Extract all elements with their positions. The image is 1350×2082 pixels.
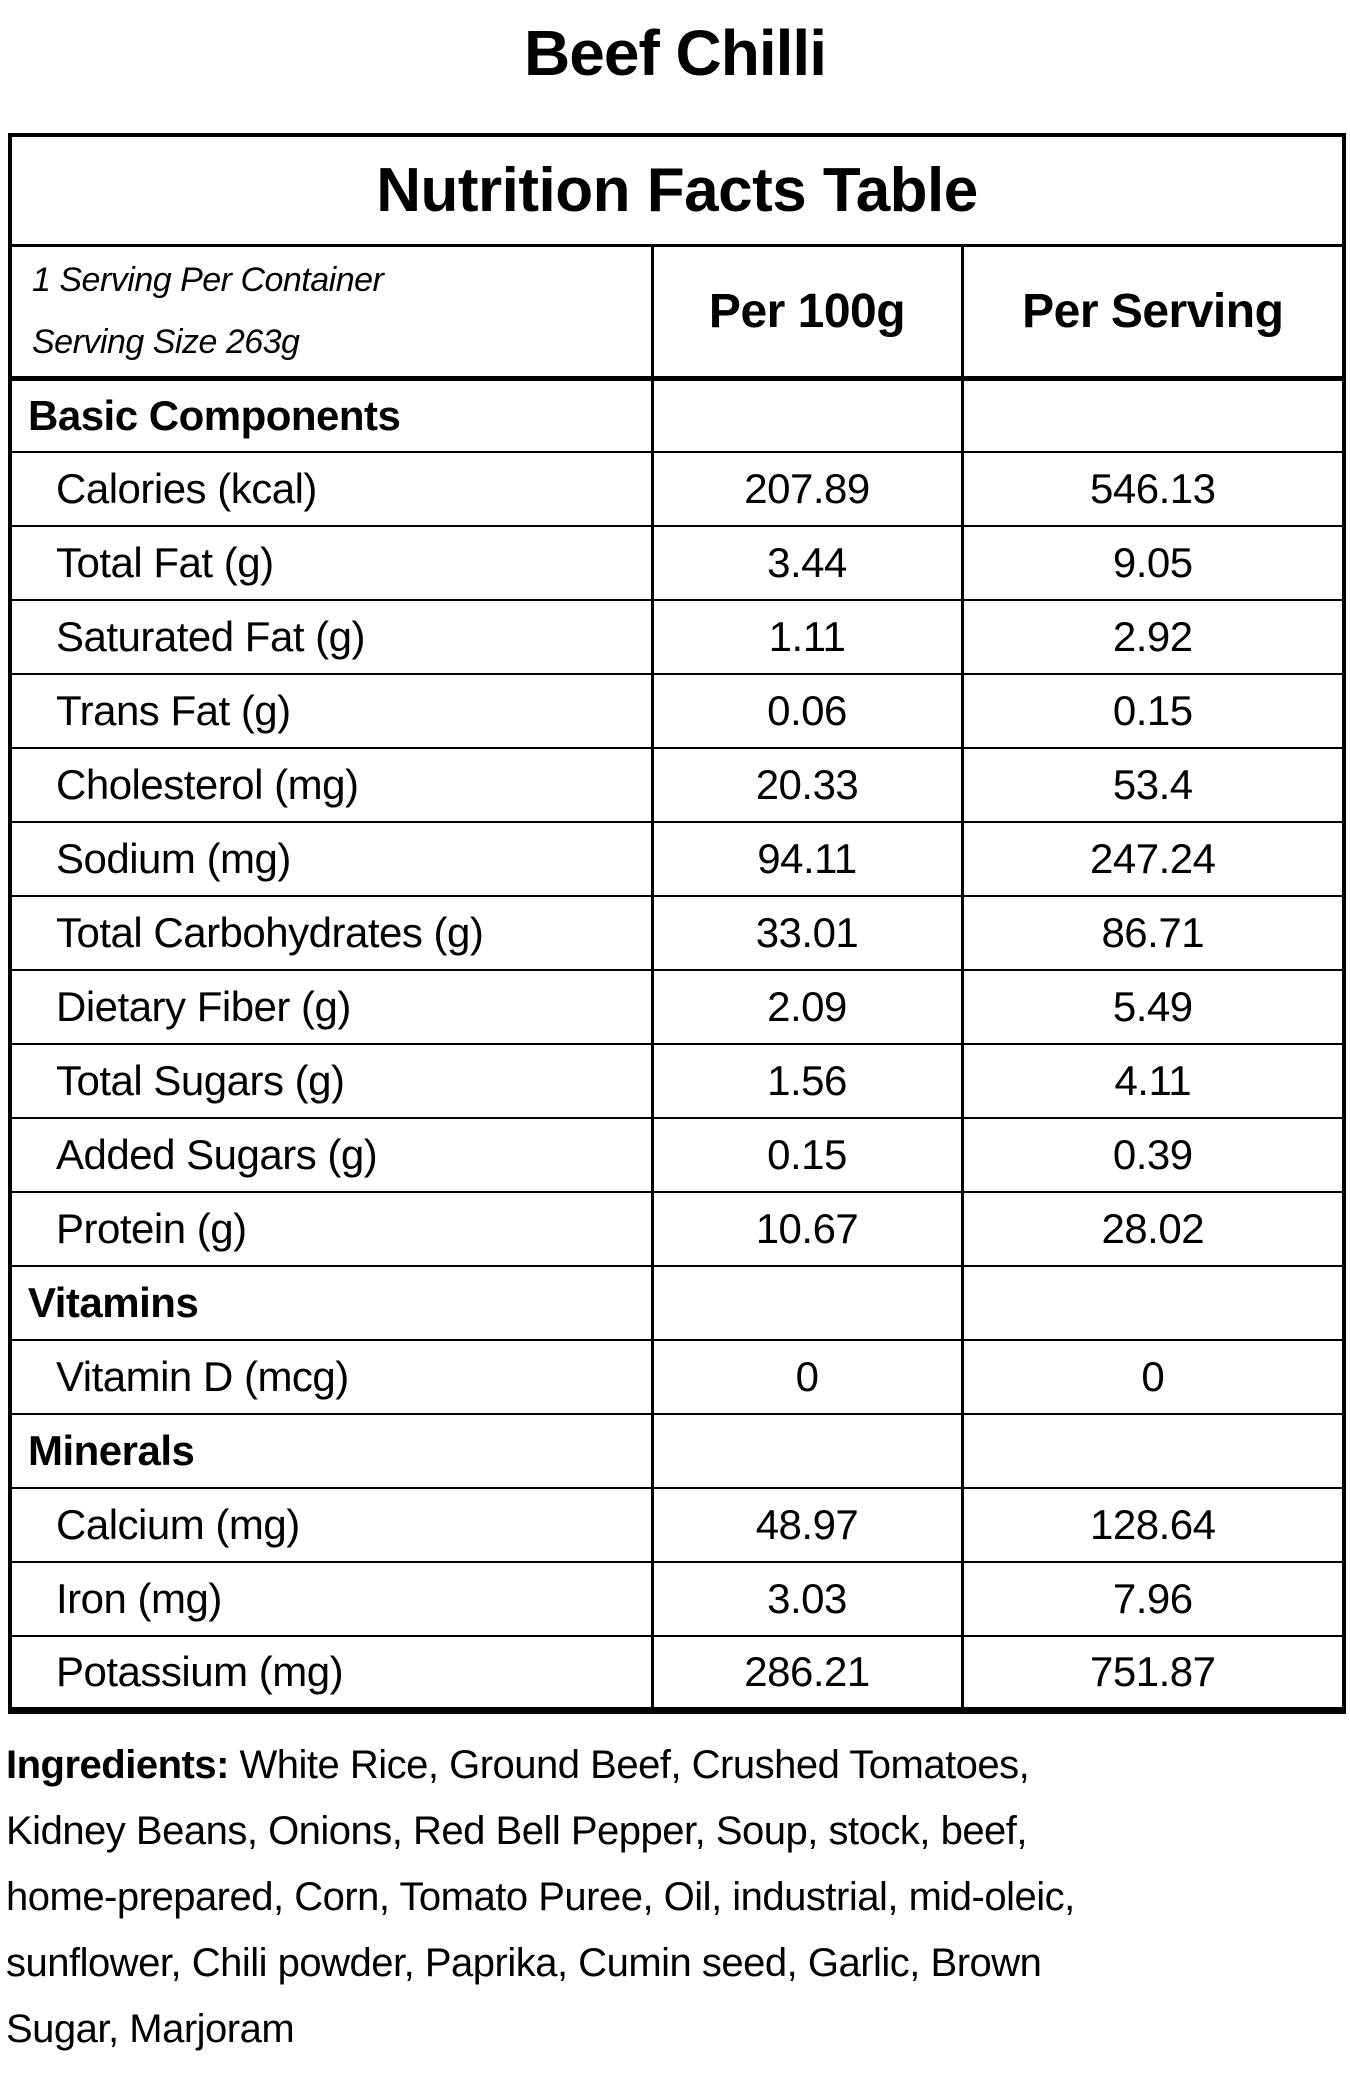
row-label: Calcium (mg)	[8, 1487, 654, 1563]
table-row: Cholesterol (mg) 20.33 53.4	[8, 747, 1346, 823]
row-label: Trans Fat (g)	[8, 673, 654, 749]
serving-info-cell: 1 Serving Per Container Serving Size 263…	[8, 244, 654, 381]
value-per-100g: 10.67	[650, 1191, 964, 1267]
value-per-serving: 86.71	[960, 895, 1346, 971]
value-per-100g	[650, 1413, 964, 1489]
column-header-row: 1 Serving Per Container Serving Size 263…	[8, 244, 1346, 381]
ingredients-text: Ingredients: White Rice, Ground Beef, Cr…	[6, 1732, 1126, 2062]
value-per-serving: 0.15	[960, 673, 1346, 749]
table-row: Total Sugars (g) 1.56 4.11	[8, 1043, 1346, 1119]
row-label: Total Sugars (g)	[8, 1043, 654, 1119]
value-per-100g: 207.89	[650, 451, 964, 527]
value-per-100g: 20.33	[650, 747, 964, 823]
table-title: Nutrition Facts Table	[8, 134, 1346, 247]
table-body: Basic Components Calories (kcal) 207.89 546…	[8, 377, 1346, 1711]
row-label: Calories (kcal)	[8, 451, 654, 527]
value-per-serving: 128.64	[960, 1487, 1346, 1563]
value-per-serving: 0.39	[960, 1117, 1346, 1193]
row-label: Total Carbohydrates (g)	[8, 895, 654, 971]
value-per-serving	[960, 1265, 1346, 1341]
table-row: Total Carbohydrates (g) 33.01 86.71	[8, 895, 1346, 971]
row-label: Potassium (mg)	[8, 1635, 654, 1711]
table-row: Iron (mg) 3.03 7.96	[8, 1561, 1346, 1637]
table-row: Added Sugars (g) 0.15 0.39	[8, 1117, 1346, 1193]
row-label: Protein (g)	[8, 1191, 654, 1267]
value-per-serving: 28.02	[960, 1191, 1346, 1267]
section-row: Minerals	[8, 1413, 1346, 1489]
value-per-100g: 1.56	[650, 1043, 964, 1119]
value-per-serving: 751.87	[960, 1635, 1346, 1711]
table-row: Trans Fat (g) 0.06 0.15	[8, 673, 1346, 749]
row-label: Added Sugars (g)	[8, 1117, 654, 1193]
value-per-100g: 33.01	[650, 895, 964, 971]
page-title: Beef Chilli	[524, 17, 827, 89]
nutrition-facts-table: Nutrition Facts Table 1 Serving Per Cont…	[8, 133, 1347, 1714]
value-per-100g	[650, 1265, 964, 1341]
ingredients-label: Ingredients:	[6, 1742, 229, 1787]
table-row: Dietary Fiber (g) 2.09 5.49	[8, 969, 1346, 1045]
section-row: Vitamins	[8, 1265, 1346, 1341]
column-header-per-100g: Per 100g	[650, 244, 964, 381]
row-label: Saturated Fat (g)	[8, 599, 654, 675]
value-per-serving: 7.96	[960, 1561, 1346, 1637]
value-per-100g: 3.03	[650, 1561, 964, 1637]
table-row: Potassium (mg) 286.21 751.87	[8, 1635, 1346, 1711]
value-per-serving: 546.13	[960, 451, 1346, 527]
row-label: Minerals	[8, 1413, 654, 1489]
value-per-serving	[960, 1413, 1346, 1489]
value-per-serving	[960, 377, 1346, 453]
table-row: Calcium (mg) 48.97 128.64	[8, 1487, 1346, 1563]
row-label: Vitamin D (mcg)	[8, 1339, 654, 1415]
table-row: Vitamin D (mcg) 0 0	[8, 1339, 1346, 1415]
serving-size-text: Serving Size 263g	[32, 323, 300, 361]
value-per-100g: 3.44	[650, 525, 964, 601]
value-per-100g: 0.15	[650, 1117, 964, 1193]
value-per-serving: 0	[960, 1339, 1346, 1415]
row-label: Iron (mg)	[8, 1561, 654, 1637]
value-per-serving: 5.49	[960, 969, 1346, 1045]
row-label: Total Fat (g)	[8, 525, 654, 601]
ingredients-list: White Rice, Ground Beef, Crushed Tomatoe…	[6, 1742, 1075, 2051]
value-per-serving: 53.4	[960, 747, 1346, 823]
section-row: Basic Components	[8, 377, 1346, 453]
value-per-100g: 286.21	[650, 1635, 964, 1711]
value-per-serving: 247.24	[960, 821, 1346, 897]
value-per-100g	[650, 377, 964, 453]
value-per-serving: 2.92	[960, 599, 1346, 675]
row-label: Vitamins	[8, 1265, 654, 1341]
row-label: Dietary Fiber (g)	[8, 969, 654, 1045]
table-row: Total Fat (g) 3.44 9.05	[8, 525, 1346, 601]
column-header-per-serving: Per Serving	[960, 244, 1346, 381]
value-per-100g: 0.06	[650, 673, 964, 749]
value-per-100g: 48.97	[650, 1487, 964, 1563]
value-per-100g: 0	[650, 1339, 964, 1415]
row-label: Cholesterol (mg)	[8, 747, 654, 823]
table-row: Sodium (mg) 94.11 247.24	[8, 821, 1346, 897]
table-title-row: Nutrition Facts Table	[8, 134, 1346, 247]
table-row: Saturated Fat (g) 1.11 2.92	[8, 599, 1346, 675]
servings-per-container-text: 1 Serving Per Container	[32, 261, 384, 299]
value-per-serving: 9.05	[960, 525, 1346, 601]
value-per-100g: 2.09	[650, 969, 964, 1045]
table-row: Protein (g) 10.67 28.02	[8, 1191, 1346, 1267]
table-row: Calories (kcal) 207.89 546.13	[8, 451, 1346, 527]
value-per-100g: 94.11	[650, 821, 964, 897]
value-per-serving: 4.11	[960, 1043, 1346, 1119]
row-label: Sodium (mg)	[8, 821, 654, 897]
value-per-100g: 1.11	[650, 599, 964, 675]
row-label: Basic Components	[8, 377, 654, 453]
